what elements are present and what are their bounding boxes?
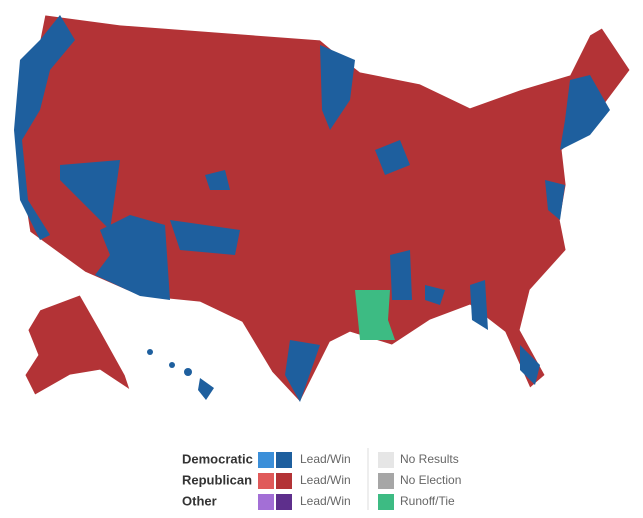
island bbox=[184, 368, 192, 376]
illinois bbox=[375, 140, 410, 175]
party-name: Democratic bbox=[182, 451, 253, 466]
hawaii bbox=[147, 349, 214, 400]
southwest bbox=[95, 215, 170, 300]
minnesota bbox=[320, 45, 355, 130]
louisiana-runoff bbox=[355, 290, 395, 340]
status-label: Lead/Win bbox=[300, 452, 351, 466]
west-coast bbox=[14, 15, 75, 240]
status-label: No Results bbox=[400, 452, 459, 466]
nevada bbox=[60, 160, 120, 230]
florida bbox=[520, 345, 540, 385]
legend: Democratic Lead/Win Republican Lead/Win Othe… bbox=[182, 451, 461, 510]
swatch bbox=[276, 494, 292, 510]
south-texas bbox=[285, 340, 320, 402]
swatch bbox=[378, 494, 394, 510]
alaska bbox=[24, 294, 131, 396]
contiguous-us bbox=[13, 14, 631, 403]
swatch bbox=[378, 473, 394, 489]
status-label: No Election bbox=[400, 473, 461, 487]
island bbox=[169, 362, 175, 368]
colorado bbox=[205, 170, 230, 190]
swatch bbox=[258, 473, 274, 489]
party-name: Republican bbox=[182, 472, 252, 487]
swatch bbox=[378, 452, 394, 468]
northeast bbox=[560, 75, 610, 150]
swatch bbox=[258, 494, 274, 510]
georgia bbox=[470, 280, 488, 330]
mississippi bbox=[390, 250, 412, 300]
mid-atlantic bbox=[545, 180, 565, 220]
alabama bbox=[425, 285, 445, 305]
party-name: Other bbox=[182, 493, 217, 508]
swatch bbox=[276, 473, 292, 489]
swatch bbox=[276, 452, 292, 468]
status-label: Lead/Win bbox=[300, 494, 351, 508]
island bbox=[198, 378, 214, 400]
status-label: Runoff/Tie bbox=[400, 494, 455, 508]
status-label: Lead/Win bbox=[300, 473, 351, 487]
swatch bbox=[258, 452, 274, 468]
new-mexico bbox=[170, 220, 240, 255]
island bbox=[147, 349, 153, 355]
